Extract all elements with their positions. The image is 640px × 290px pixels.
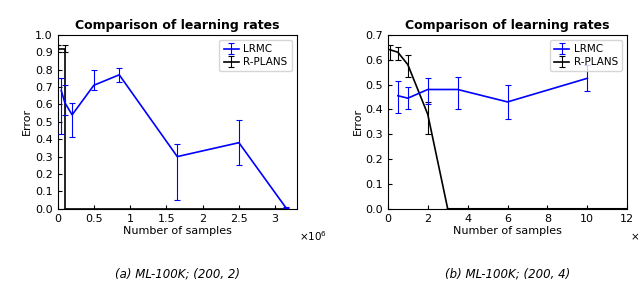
Title: Comparison of learning rates: Comparison of learning rates	[405, 19, 610, 32]
Text: (b) ML-100K; (200, 4): (b) ML-100K; (200, 4)	[445, 268, 570, 281]
Text: $\times10^{5}$: $\times10^{5}$	[630, 230, 640, 244]
Legend: LRMC, R-PLANS: LRMC, R-PLANS	[220, 40, 292, 71]
Text: $\times10^{6}$: $\times10^{6}$	[300, 230, 328, 244]
Title: Comparison of learning rates: Comparison of learning rates	[75, 19, 280, 32]
X-axis label: Number of samples: Number of samples	[453, 226, 562, 236]
Y-axis label: Error: Error	[22, 108, 32, 135]
Text: (a) ML-100K; (200, 2): (a) ML-100K; (200, 2)	[115, 268, 240, 281]
X-axis label: Number of samples: Number of samples	[123, 226, 232, 236]
Y-axis label: Error: Error	[353, 108, 362, 135]
Legend: LRMC, R-PLANS: LRMC, R-PLANS	[550, 40, 622, 71]
